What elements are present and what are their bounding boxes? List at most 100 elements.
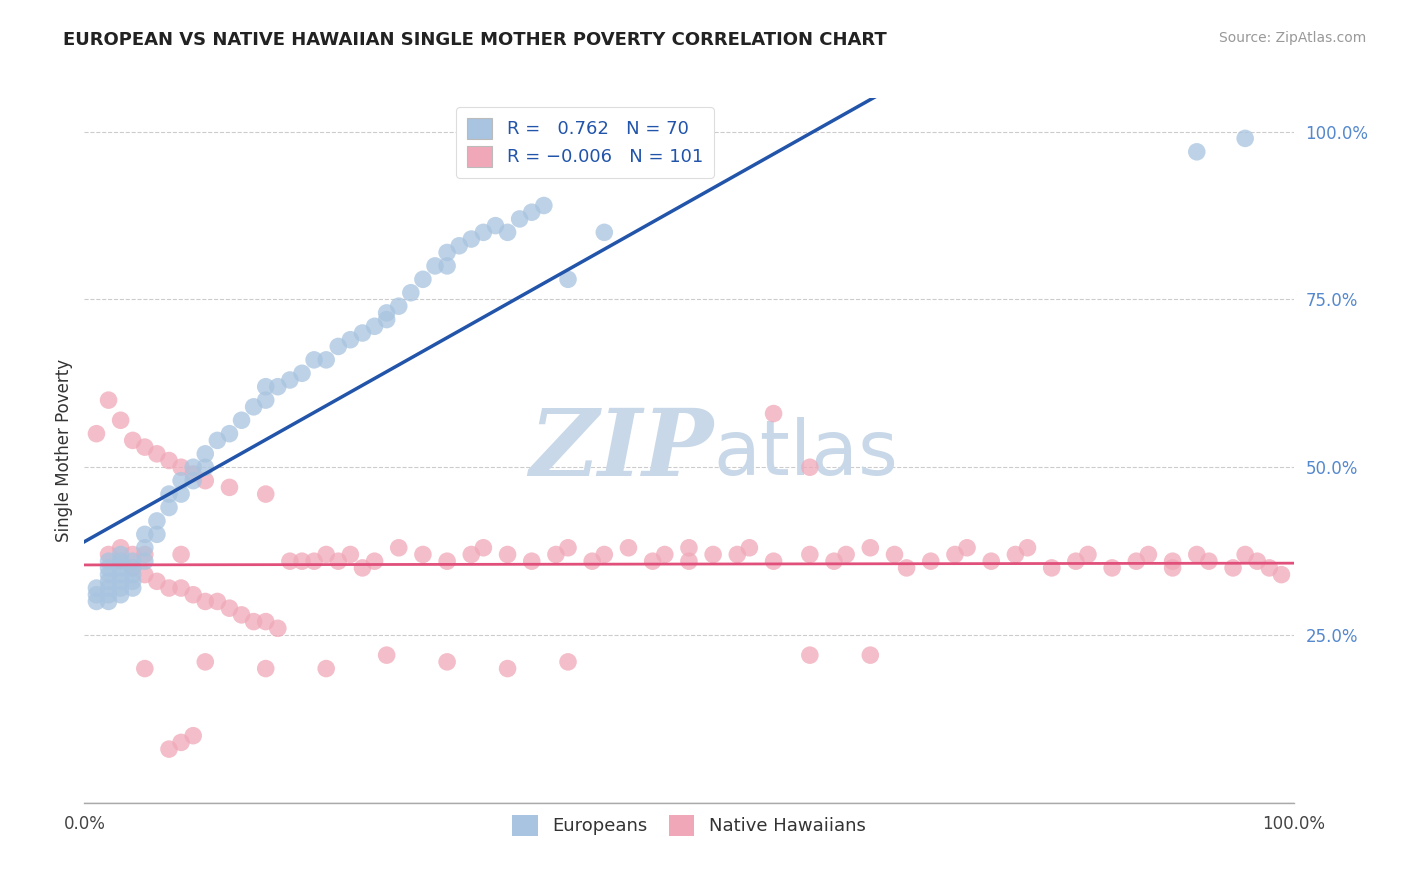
Point	[134, 662, 156, 676]
Point	[231, 413, 253, 427]
Point	[181, 460, 204, 475]
Point	[170, 460, 193, 475]
Point	[110, 574, 132, 589]
Point	[97, 548, 120, 562]
Point	[1101, 561, 1123, 575]
Point	[1077, 548, 1099, 562]
Point	[231, 607, 253, 622]
Point	[157, 453, 180, 467]
Point	[1125, 554, 1147, 568]
Point	[110, 554, 132, 568]
Point	[678, 541, 700, 555]
Point	[181, 729, 204, 743]
Point	[472, 225, 495, 239]
Point	[436, 259, 458, 273]
Point	[207, 434, 229, 448]
Point	[146, 447, 169, 461]
Point	[581, 554, 603, 568]
Point	[97, 574, 120, 589]
Point	[328, 554, 350, 568]
Point	[883, 548, 905, 562]
Point	[436, 554, 458, 568]
Point	[835, 548, 858, 562]
Point	[1064, 554, 1087, 568]
Point	[520, 205, 543, 219]
Point	[799, 460, 821, 475]
Point	[412, 548, 434, 562]
Point	[557, 541, 579, 555]
Point	[484, 219, 506, 233]
Point	[762, 407, 785, 421]
Point	[207, 594, 229, 608]
Point	[1270, 567, 1292, 582]
Point	[218, 601, 240, 615]
Point	[725, 548, 748, 562]
Point	[157, 742, 180, 756]
Point	[1004, 548, 1026, 562]
Point	[194, 655, 217, 669]
Point	[520, 554, 543, 568]
Point	[799, 548, 821, 562]
Point	[593, 548, 616, 562]
Point	[315, 548, 337, 562]
Point	[121, 567, 143, 582]
Point	[121, 561, 143, 575]
Point	[97, 561, 120, 575]
Text: EUROPEAN VS NATIVE HAWAIIAN SINGLE MOTHER POVERTY CORRELATION CHART: EUROPEAN VS NATIVE HAWAIIAN SINGLE MOTHE…	[63, 31, 887, 49]
Point	[86, 426, 108, 441]
Point	[1246, 554, 1268, 568]
Point	[291, 554, 314, 568]
Point	[472, 541, 495, 555]
Point	[110, 413, 132, 427]
Point	[86, 581, 108, 595]
Point	[363, 319, 385, 334]
Point	[170, 581, 193, 595]
Point	[134, 440, 156, 454]
Point	[762, 554, 785, 568]
Point	[254, 380, 277, 394]
Point	[110, 554, 132, 568]
Point	[157, 487, 180, 501]
Point	[121, 548, 143, 562]
Point	[460, 548, 482, 562]
Point	[121, 561, 143, 575]
Point	[181, 467, 204, 481]
Point	[436, 655, 458, 669]
Point	[254, 615, 277, 629]
Point	[1185, 548, 1208, 562]
Point	[134, 527, 156, 541]
Point	[436, 245, 458, 260]
Point	[97, 567, 120, 582]
Point	[920, 554, 942, 568]
Point	[544, 548, 567, 562]
Point	[146, 527, 169, 541]
Point	[134, 567, 156, 582]
Point	[1234, 548, 1257, 562]
Point	[267, 621, 290, 635]
Point	[859, 541, 882, 555]
Point	[375, 306, 398, 320]
Point	[121, 554, 143, 568]
Point	[86, 594, 108, 608]
Point	[702, 548, 724, 562]
Point	[134, 554, 156, 568]
Legend: Europeans, Native Hawaiians: Europeans, Native Hawaiians	[505, 808, 873, 843]
Point	[170, 735, 193, 749]
Point	[97, 588, 120, 602]
Point	[823, 554, 845, 568]
Point	[110, 581, 132, 595]
Point	[110, 567, 132, 582]
Point	[956, 541, 979, 555]
Point	[943, 548, 966, 562]
Point	[278, 373, 301, 387]
Point	[496, 548, 519, 562]
Point	[617, 541, 640, 555]
Point	[194, 447, 217, 461]
Point	[291, 366, 314, 380]
Point	[170, 548, 193, 562]
Point	[146, 574, 169, 589]
Point	[859, 648, 882, 662]
Point	[110, 588, 132, 602]
Point	[1161, 554, 1184, 568]
Point	[1234, 131, 1257, 145]
